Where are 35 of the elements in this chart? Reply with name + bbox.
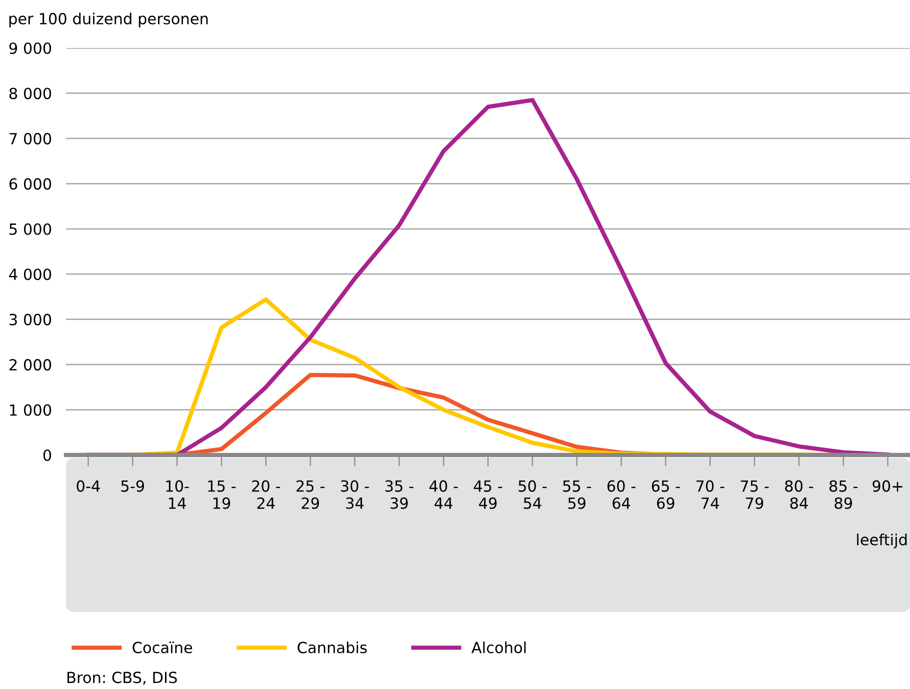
y-tick-label: 9 000	[9, 42, 52, 54]
y-tick-label: 7 000	[10, 132, 52, 144]
y-tick-label: 5 000	[10, 223, 52, 235]
x-tick-label: 85 - 89	[830, 480, 858, 509]
text: Bron: CBS, DIS	[68, 672, 177, 685]
y-tick-label: 1 000	[10, 404, 52, 416]
x-tick-label: 55 - 59	[563, 480, 591, 509]
x-tick-label: 70 - 74	[696, 480, 724, 509]
x-tick-label: 25 - 29	[296, 480, 324, 509]
y-tick-label: 6 000	[9, 178, 52, 190]
x-tick-label: 80 - 84	[785, 480, 814, 509]
x-tick-label: 40 - 44	[429, 480, 458, 509]
x-tick-label: 45 - 49	[474, 480, 502, 509]
x-tick-label: 75 - 79	[740, 480, 769, 509]
x-axis-title: leeftijd	[857, 534, 907, 548]
x-tick-label: 30 - 34	[341, 480, 369, 509]
x-tick-label: 0-4	[76, 480, 100, 492]
x-tick-label: 50 - 54	[518, 480, 547, 509]
y-tick-label: 2 000	[9, 359, 52, 371]
y-tick-label: 3 000	[10, 314, 52, 326]
x-tick-label: 60 - 64	[607, 480, 636, 509]
y-tick-label: 4 000	[9, 268, 52, 280]
x-tick-label: 65 - 69	[652, 480, 680, 509]
x-tick-label: 15 - 19	[208, 480, 236, 509]
x-tick-label: 20 - 24	[252, 480, 280, 509]
x-tick-label: 10- 14	[166, 480, 189, 509]
y-axis-title: per 100 duizend personen	[9, 12, 208, 28]
y-tick-label: 0	[43, 449, 52, 462]
x-tick-label: 35 - 39	[385, 480, 414, 509]
legend-label: Alcohol	[471, 641, 526, 654]
legend-label: Cannabis	[298, 641, 367, 654]
x-tick-label: 90+	[872, 480, 902, 492]
y-tick-label: 8 000	[9, 88, 52, 100]
x-tick-label: 5-9	[121, 480, 144, 492]
legend-label: Cocaïne	[132, 641, 192, 654]
